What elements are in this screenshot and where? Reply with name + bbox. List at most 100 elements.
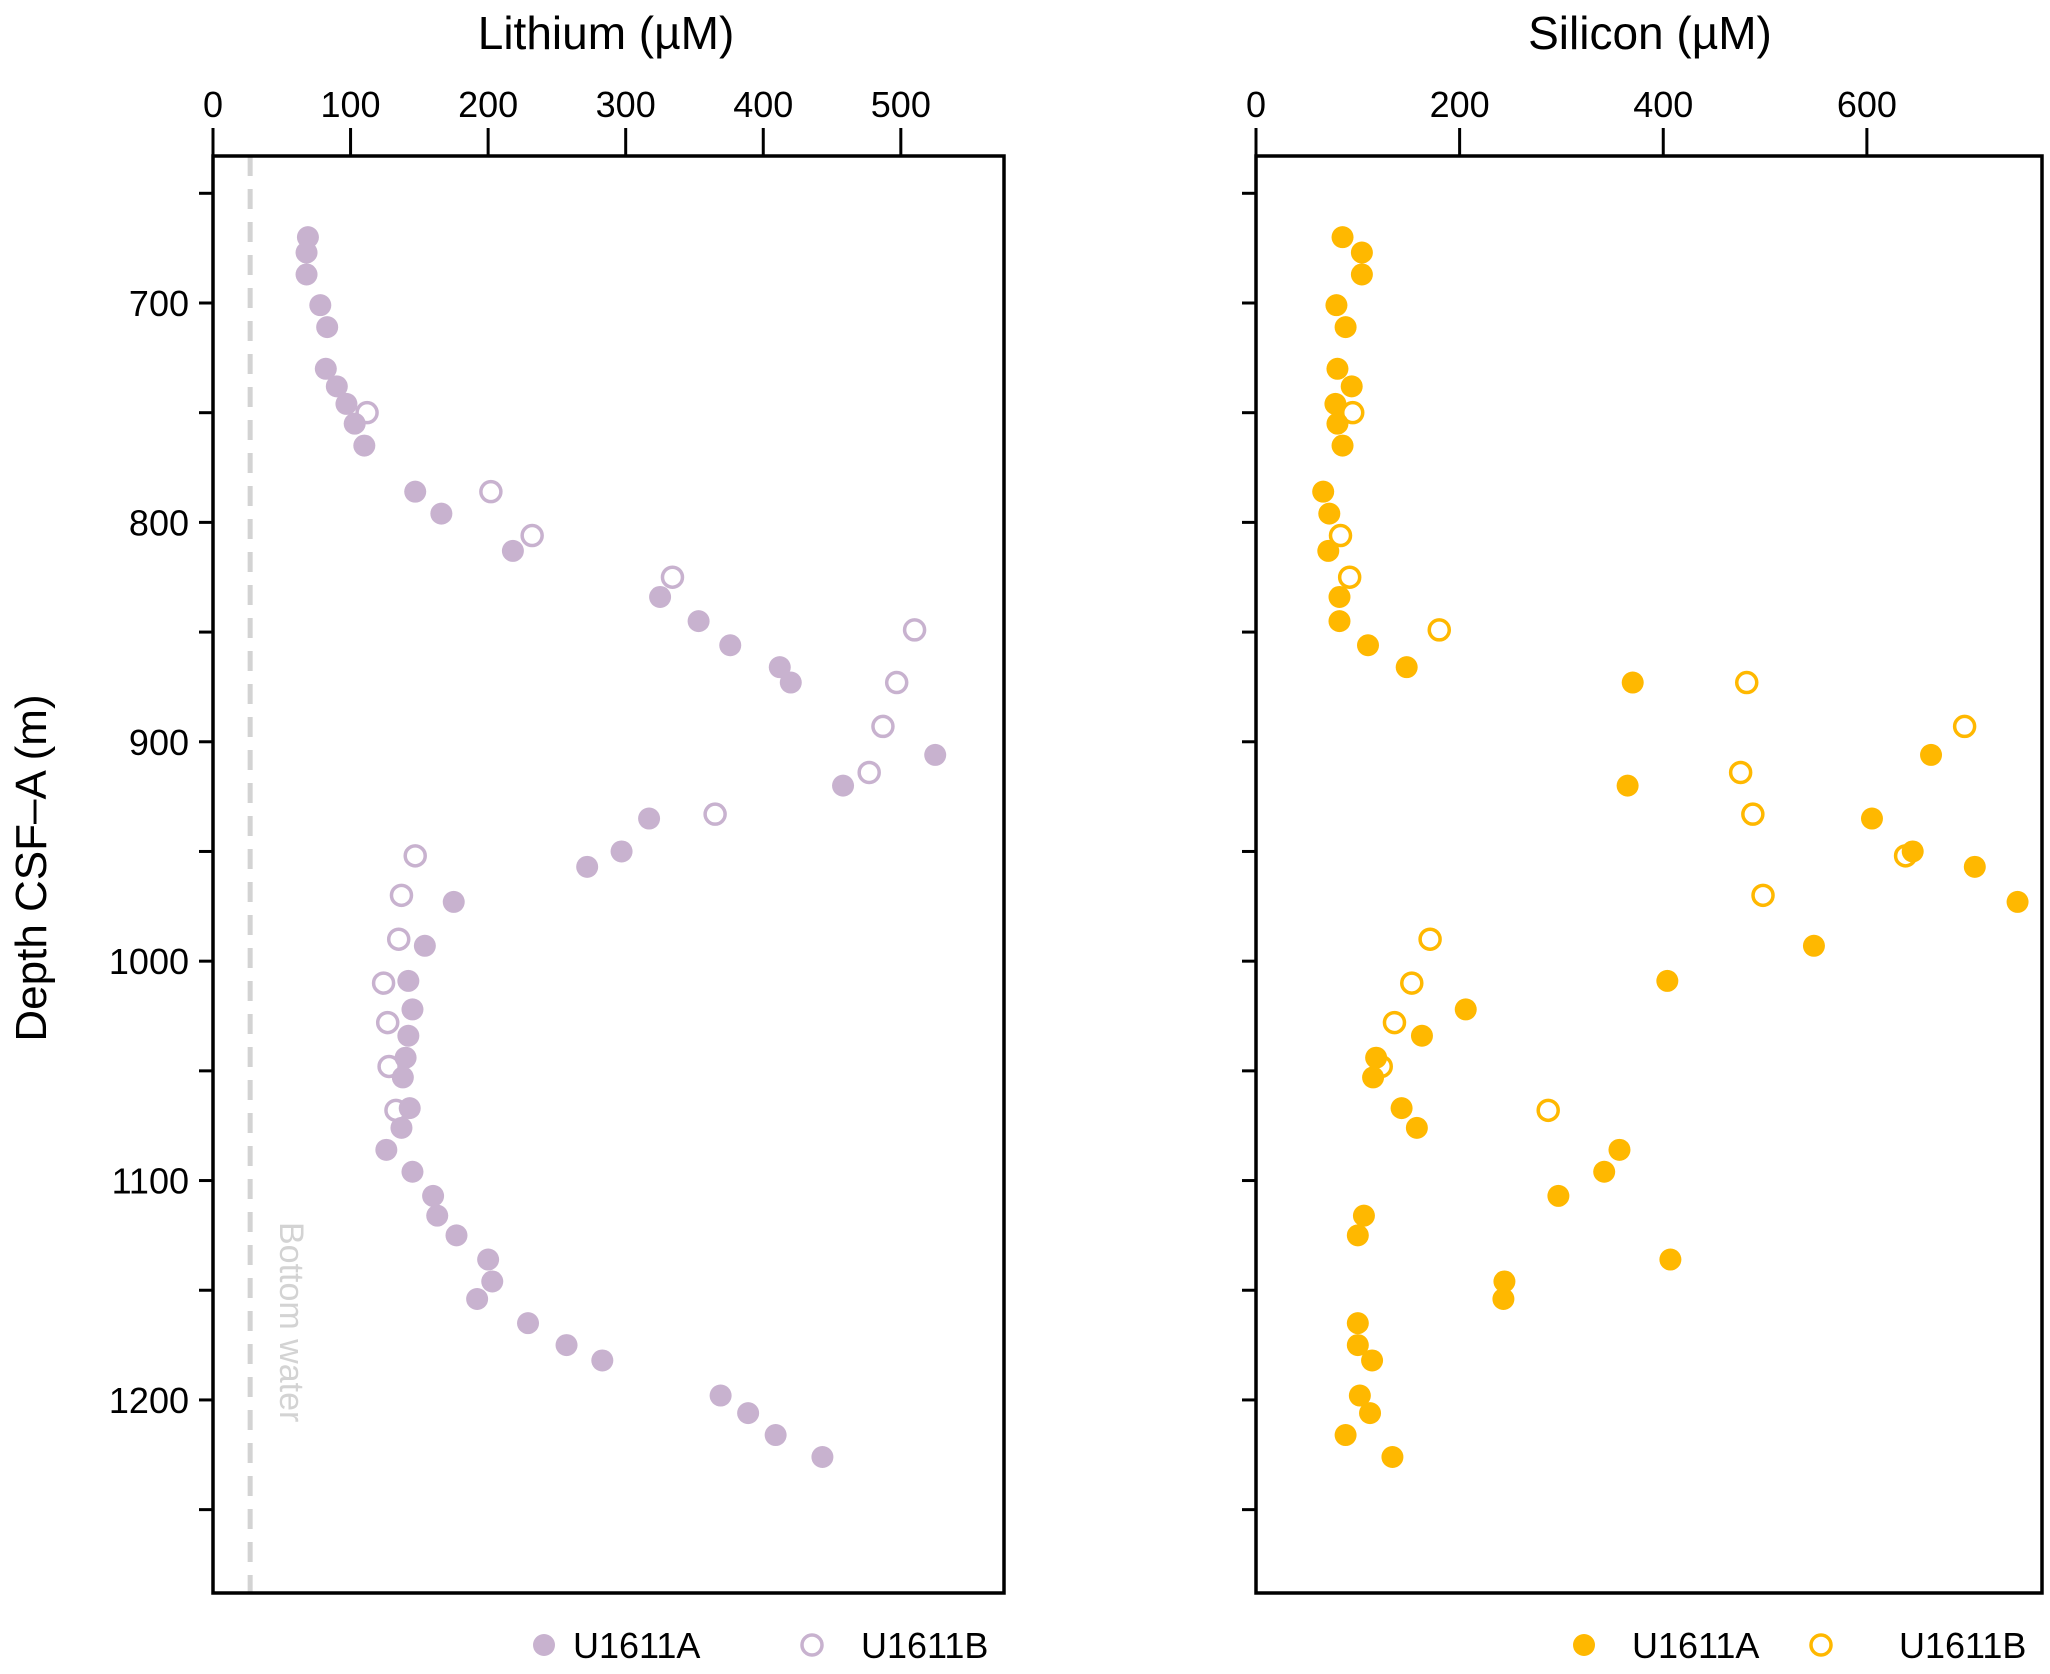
lithium-point-u1611b [386,927,411,951]
silicon-point-u1611a [1659,1248,1682,1271]
lithium-point-u1611a [811,1445,834,1468]
lithium-x-tick-label: 100 [321,84,381,125]
silicon-point-u1611a [1326,412,1349,435]
lithium-point-u1611a [295,263,318,286]
silicon-point-u1611b [1340,400,1365,425]
lithium-point-u1611a [481,1270,504,1293]
silicon-point-u1611a [1348,1384,1371,1407]
lithium-y-tick-label: 700 [129,283,189,324]
lithium-legend: U1611A U1611B [533,1625,988,1666]
silicon-point-u1611b [1893,844,1918,868]
silicon-point-u1611a [1405,1116,1428,1139]
silicon-point-u1611a [1656,969,1679,992]
silicon-point-u1611a [1593,1160,1616,1183]
silicon-point-u1611a [1350,263,1373,286]
silicon-point-u1611a [1410,1024,1433,1047]
lithium-legend-label-u1611b: U1611B [861,1625,988,1666]
silicon-point-u1611b [1751,883,1775,908]
lithium-plot-frame [211,154,1006,1595]
silicon-point-u1611a [1493,1270,1516,1293]
silicon-point-u1611a [1390,1097,1413,1120]
lithium-x-axis: 0 100 200 300 400 500 [203,84,931,156]
lithium-point-u1611b [377,1054,401,1079]
lithium-x-tick-label: 0 [203,84,223,125]
silicon-point-u1611b [1382,1010,1407,1035]
lithium-point-u1611a [719,634,742,657]
silicon-legend-label-u1611b: U1611B [1899,1625,2026,1666]
silicon-point-u1611a [1346,1312,1369,1335]
silicon-point-u1611b [1337,565,1362,589]
lithium-point-u1611b [857,760,881,785]
lithium-point-u1611b [520,523,544,548]
silicon-points [1312,226,2029,1468]
lithium-point-u1611a [413,934,436,957]
lithium-point-u1611b [660,565,685,589]
lithium-point-u1611a [309,294,332,317]
lithium-point-u1611a [687,610,710,633]
lithium-y-axis: 700 800 900 1000 1100 1200 [109,191,213,1512]
lithium-point-u1611a [391,1066,414,1089]
silicon-point-u1611b [1536,1098,1560,1123]
lithium-point-u1611a [397,969,420,992]
lithium-point-u1611b [703,802,727,826]
silicon-point-u1611b [1427,618,1452,642]
bottom-water-label: Bottom water [272,1222,310,1422]
silicon-point-u1611a [1860,807,1883,830]
silicon-point-u1611a [1621,671,1644,694]
silicon-legend: U1611A U1611B [1573,1625,2026,1666]
lithium-x-tick-label: 500 [871,84,931,125]
silicon-point-u1611a [1616,774,1639,797]
lithium-point-u1611a [397,1024,420,1047]
lithium-point-u1611a [445,1224,468,1247]
silicon-legend-label-u1611a: U1611A [1632,1625,1759,1666]
silicon-point-u1611a [1454,998,1477,1021]
lithium-point-u1611a [442,890,465,913]
silicon-point-u1611a [1356,634,1379,657]
lithium-point-u1611a [591,1349,614,1372]
lithium-point-u1611b [871,714,895,739]
lithium-point-u1611a [832,774,855,797]
silicon-point-u1611a [1608,1138,1631,1161]
silicon-point-u1611a [1359,1402,1382,1425]
lithium-point-u1611a [779,671,802,694]
silicon-point-u1611a [1325,294,1348,317]
silicon-point-u1611a [1920,743,1943,766]
silicon-point-u1611a [1340,375,1363,398]
silicon-point-u1611b [1741,802,1765,826]
lithium-points [295,226,947,1468]
lithium-panel: Lithium (µM) 0 100 200 300 400 500 700 800 900 1… [109,7,1006,1666]
lithium-point-u1611b [389,883,414,908]
silicon-point-u1611a [1326,357,1349,380]
lithium-point-u1611b [355,400,379,425]
silicon-point-u1611b [1734,670,1759,695]
silicon-point-u1611a [1317,539,1340,562]
silicon-point-u1611a [1361,1349,1384,1372]
silicon-x-tick-label: 0 [1246,84,1266,125]
lithium-point-u1611a [709,1384,732,1407]
lithium-x-tick-label: 200 [458,84,518,125]
silicon-point-u1611a [1362,1066,1385,1089]
silicon-point-u1611b [1369,1054,1393,1079]
lithium-point-u1611b [375,1010,400,1035]
lithium-y-tick-label: 900 [129,722,189,763]
silicon-x-tick-label: 400 [1633,84,1693,125]
silicon-x-tick-label: 200 [1430,84,1490,125]
silicon-point-u1611a [1331,434,1354,457]
silicon-x-axis: 0 200 400 600 [1246,84,1897,156]
silicon-point-u1611a [1547,1184,1570,1207]
silicon-point-u1611b [1418,927,1442,951]
silicon-point-u1611a [1346,1224,1369,1247]
lithium-point-u1611b [902,618,927,642]
lithium-x-tick-label: 400 [733,84,793,125]
silicon-legend-marker-u1611a [1573,1634,1595,1656]
lithium-point-u1611b [479,479,503,504]
silicon-title: Silicon (µM) [1528,7,1772,59]
silicon-point-u1611a [1492,1288,1515,1311]
lithium-point-u1611a [314,357,337,380]
lithium-point-u1611a [924,743,947,766]
lithium-point-u1611a [649,585,672,608]
silicon-x-tick-label: 600 [1837,84,1897,125]
lithium-point-u1611a [316,316,339,339]
lithium-point-u1611a [325,375,348,398]
